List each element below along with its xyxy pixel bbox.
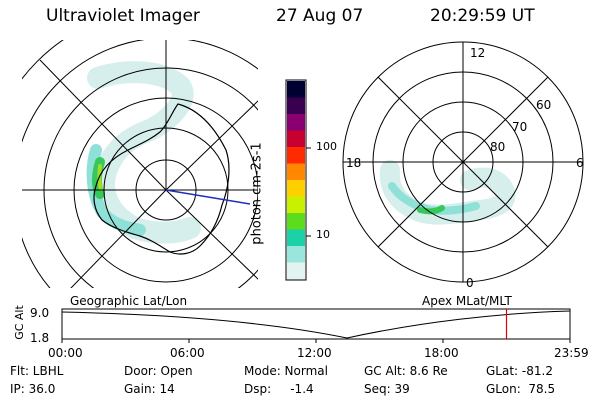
footer-filter: Flt: LBHL [10,364,64,378]
strip-ytick-9: 9.0 [30,306,50,320]
geo-panel-label: Geographic Lat/Lon [70,294,188,308]
colorbar-swatch [287,262,305,280]
colorbar-tick-10: 10 [316,228,330,241]
mlt-panel-label: Apex MLat/MLT [422,294,512,308]
strip-time-1200: 12:00 [297,346,332,360]
colorbar [285,79,311,281]
mlat-label-60: 60 [536,98,552,112]
colorbar-swatch [287,147,305,164]
footer-gain: Gain: 14 [124,382,175,396]
colorbar-swatch [287,213,305,230]
mlt-label-18: 18 [346,156,362,170]
strip-ticks [61,339,571,343]
footer-gc-alt: GC Alt: 8.6 Re [364,364,448,378]
colorbar-swatch [287,246,305,263]
footer-glat: GLat: -81.2 [486,364,553,378]
colorbar-swatch [287,163,305,181]
mlat-label-80: 80 [490,140,506,154]
strip-time-2359: 23:59 [554,346,589,360]
geo-meridians [22,40,258,288]
mlt-map [342,41,584,283]
footer-ip: IP: 36.0 [10,382,56,396]
colorbar-swatch [287,229,305,247]
date-label: 27 Aug 07 [276,6,364,26]
footer-dsp: Dsp: -1.4 [244,382,314,396]
altitude-strip [61,308,571,343]
mlat-label-70: 70 [512,120,528,134]
strip-time-0600: 06:00 [170,346,205,360]
strip-time-1800: 18:00 [424,346,459,360]
colorbar-tick-100: 100 [316,140,337,153]
footer-mode: Mode: Normal [244,364,328,378]
footer-door: Door: Open [124,364,193,378]
mlt-meridians [343,42,583,282]
terminator-line [165,189,251,205]
footer-glon: GLon: 78.5 [486,382,556,396]
mlt-label-6: 6 [576,156,584,170]
colorbar-unit-label: photon cm-2s-1 [249,142,265,245]
colorbar-swatch [287,81,305,98]
colorbar-swatch [287,180,305,197]
strip-ytick-1-8: 1.8 [30,331,50,345]
mlt-label-0: 0 [466,276,474,290]
colorbar-swatch [287,114,305,131]
strip-time-0000: 00:00 [48,346,83,360]
colorbar-swatch [287,97,305,115]
colorbar-ticks [306,147,311,237]
geographic-map [22,40,258,288]
colorbar-swatch [287,196,305,214]
antarctica-coastline [93,103,230,255]
mlt-label-12: 12 [470,46,486,60]
instrument-title: Ultraviolet Imager [46,6,200,26]
time-label: 20:29:59 UT [430,6,535,26]
colorbar-swatch [287,130,305,148]
footer-seq: Seq: 39 [364,382,410,396]
strip-ylabel: GC Alt [12,305,26,340]
